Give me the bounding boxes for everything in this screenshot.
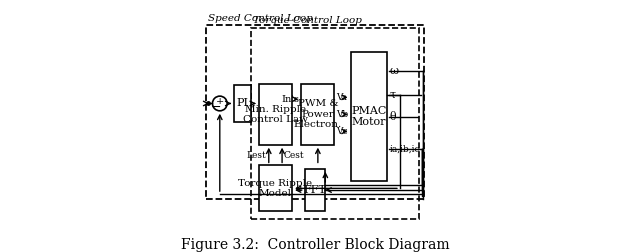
FancyBboxPatch shape <box>259 84 292 145</box>
Text: Vb: Vb <box>336 110 348 119</box>
FancyBboxPatch shape <box>350 52 387 181</box>
Text: +: + <box>215 97 224 106</box>
Text: Cest: Cest <box>284 151 304 160</box>
Text: Torque Control Loop: Torque Control Loop <box>253 16 362 25</box>
Text: Speed Control Loop: Speed Control Loop <box>209 14 313 23</box>
Text: θ: θ <box>389 112 396 122</box>
Text: Figure 3.2:  Controller Block Diagram: Figure 3.2: Controller Block Diagram <box>181 238 449 252</box>
Text: Vc: Vc <box>336 127 347 136</box>
Text: Va: Va <box>336 93 347 102</box>
Text: Lest: Lest <box>247 151 266 160</box>
Text: ia,ib,ic: ia,ib,ic <box>389 145 420 153</box>
FancyBboxPatch shape <box>305 169 325 211</box>
Text: PWM &
Power
Electron.: PWM & Power Electron. <box>294 100 342 129</box>
Text: −: − <box>210 101 221 114</box>
Text: Torque Ripple
Model: Torque Ripple Model <box>238 179 312 198</box>
Text: Min. Ripple
Control Law: Min. Ripple Control Law <box>243 105 308 124</box>
FancyBboxPatch shape <box>259 165 292 211</box>
Text: ω: ω <box>389 66 399 76</box>
Text: τ: τ <box>389 90 396 100</box>
Text: PMAC
Motor: PMAC Motor <box>351 106 387 128</box>
Text: In's: In's <box>281 95 299 104</box>
Text: FFT: FFT <box>304 185 326 195</box>
FancyBboxPatch shape <box>301 84 335 145</box>
FancyBboxPatch shape <box>234 85 251 122</box>
Text: PI: PI <box>236 99 248 108</box>
